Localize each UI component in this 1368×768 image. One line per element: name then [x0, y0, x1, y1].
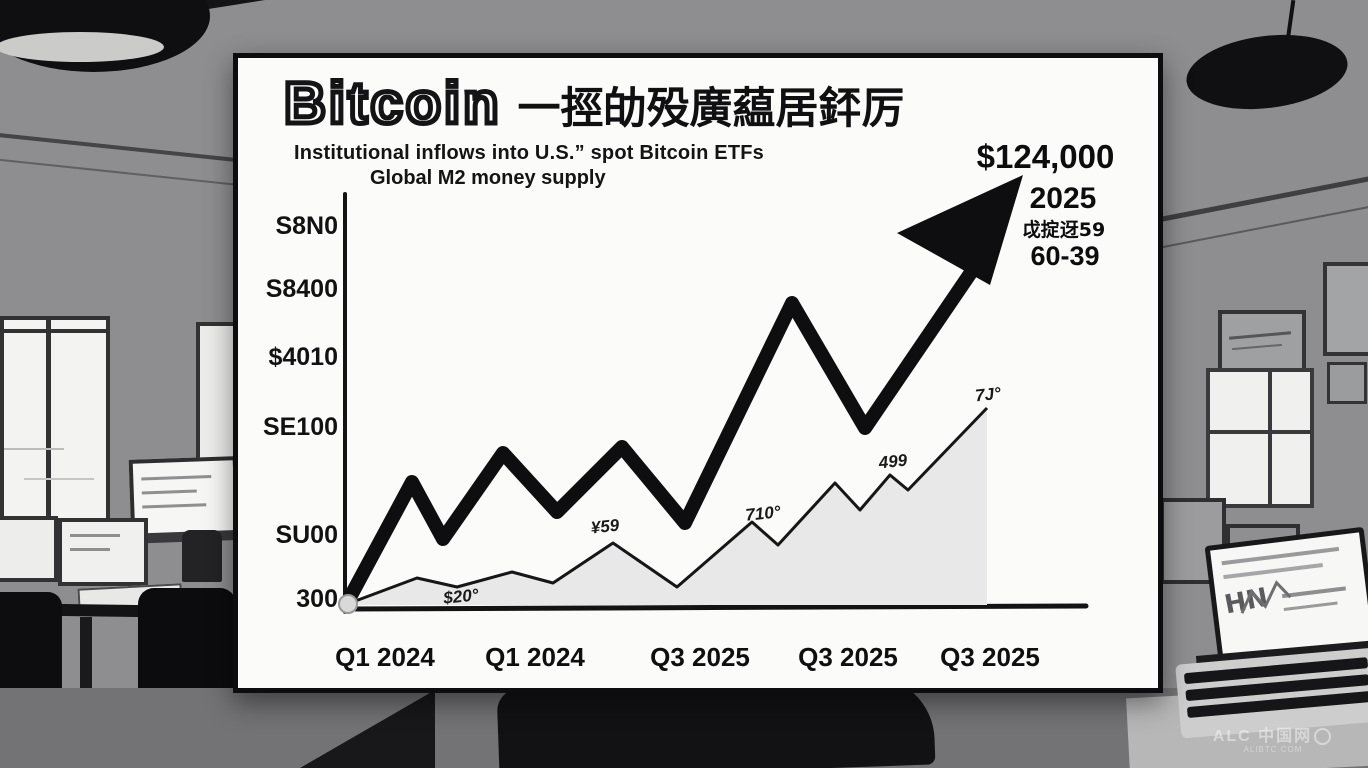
wall-rail-line — [0, 132, 250, 164]
chart-title: Bitcoin 一挳劰殁廣藴居銔厉 — [282, 69, 905, 139]
window-mullion — [1210, 430, 1310, 434]
annotation-range: 60-39 — [1030, 241, 1100, 271]
screen-scribble — [142, 503, 207, 509]
watermark-text: ALC 中国网 — [1212, 728, 1313, 745]
annotation-cjk: 戉掟迓59 — [1021, 219, 1106, 241]
chart-subtitle-line2: Global M2 money supply — [370, 167, 606, 189]
frame-scribble — [1228, 331, 1292, 340]
wall-frame — [1327, 362, 1367, 404]
watermark-logo-icon — [1314, 728, 1332, 746]
window-reflection — [24, 478, 94, 480]
wall-frame — [1218, 310, 1306, 375]
watermark-subtext: ALIBTC.COM — [1243, 744, 1303, 754]
wall-rail-line — [1151, 173, 1368, 224]
frame-scribble — [1232, 343, 1282, 351]
screen-scribble — [70, 548, 110, 551]
annotation-price: $124,000 — [976, 138, 1115, 175]
bitcoin-chart-poster: Bitcoin 一挳劰殁廣藴居銔厉 Institutional inflows i… — [233, 53, 1163, 693]
pendant-lamp-left — [0, 0, 210, 72]
chart-title-cjk: 一挳劰殁廣藴居銔厉 — [517, 84, 905, 134]
origin-dot — [338, 594, 358, 614]
window-left-partial — [196, 322, 236, 466]
desk-monitor — [0, 516, 58, 582]
wall-rail-line — [0, 158, 256, 188]
lamp-shade-highlight — [0, 32, 164, 62]
arrow-head-icon — [897, 175, 1023, 285]
chart-title-bitcoin: Bitcoin — [282, 69, 502, 139]
window-mullion — [1268, 372, 1272, 504]
thick-series-line — [341, 261, 981, 608]
screen-scribble — [141, 475, 212, 481]
screen-scribble — [141, 489, 197, 495]
thin-series-line — [349, 406, 989, 605]
desk-monitor — [58, 518, 148, 586]
laptop-sketch-zigzag — [1240, 580, 1292, 614]
thin-series-area — [350, 408, 987, 605]
screen-scribble — [70, 534, 120, 537]
chart-canvas — [338, 175, 1089, 614]
laptop-screen: HN — [1204, 526, 1368, 678]
plant — [182, 530, 222, 582]
window-reflection — [4, 448, 64, 450]
x-axis — [340, 603, 1089, 612]
chart-subtitle-line1: Institutional inflows into U.S.” spot Bi… — [294, 142, 764, 164]
window-right — [1206, 368, 1314, 508]
annotation-year: 2025 — [1029, 182, 1097, 215]
window-mullion — [46, 320, 51, 520]
window-left — [0, 316, 110, 524]
wall-frame — [1323, 262, 1368, 356]
watermark: ALC 中国网 ALIBTC.COM — [1182, 728, 1364, 754]
window-bar — [4, 329, 106, 333]
pendant-lamp-right — [1182, 26, 1352, 118]
